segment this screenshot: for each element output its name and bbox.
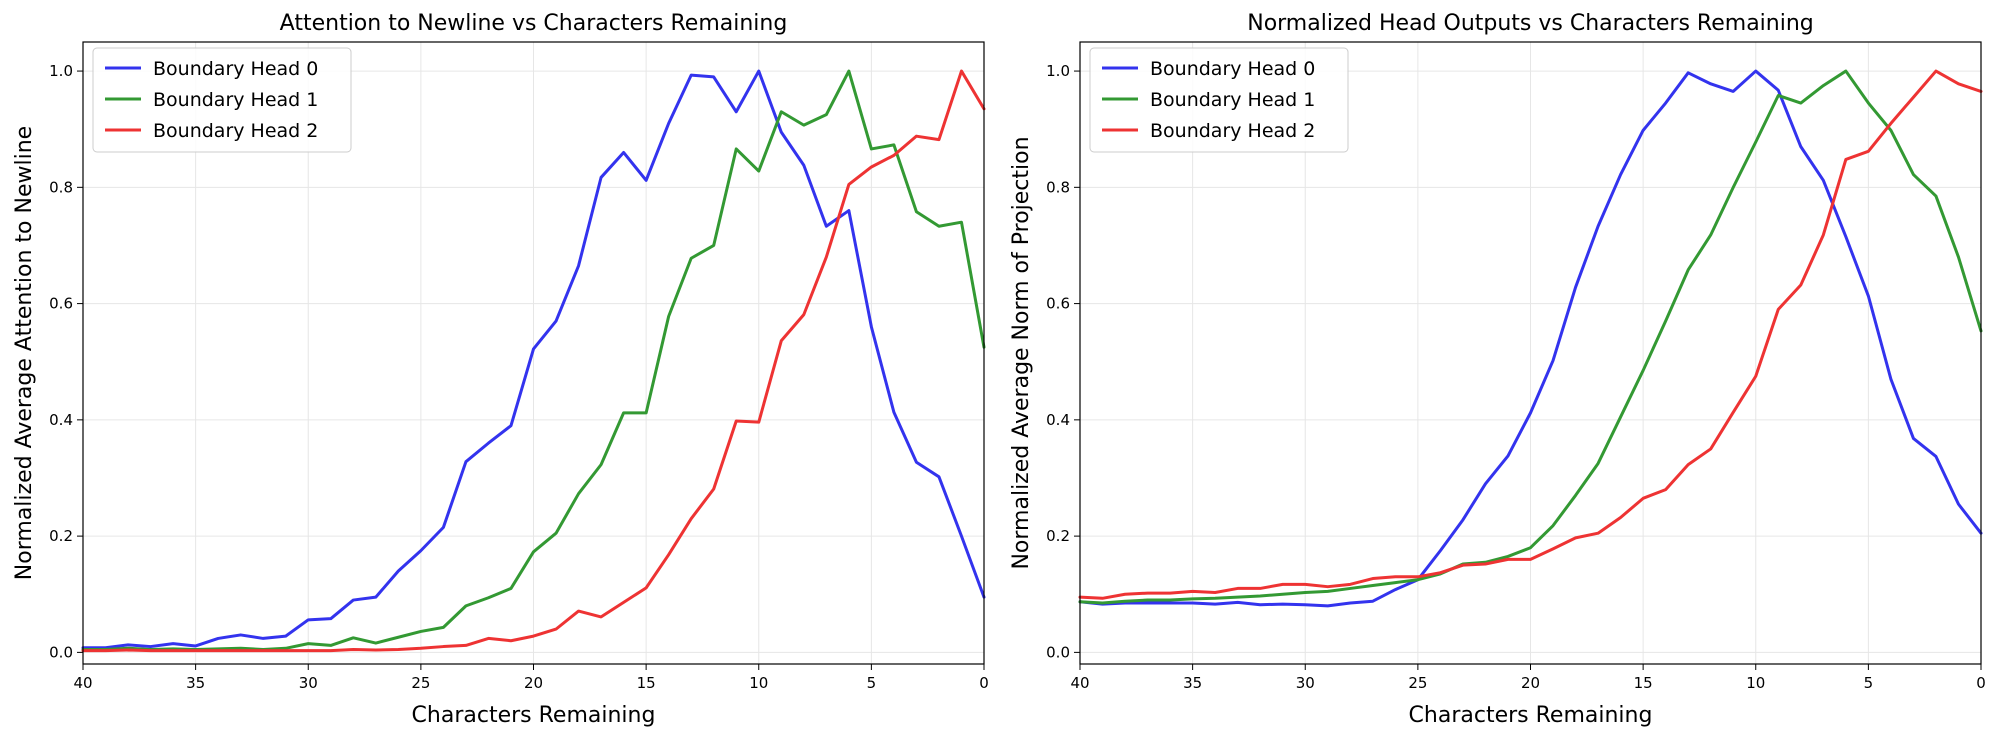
chart-title: Attention to Newline vs Characters Remai… bbox=[280, 11, 788, 36]
x-tick-label: 10 bbox=[1746, 674, 1765, 692]
series-line-0 bbox=[81, 69, 986, 650]
y-tick-label: 0.0 bbox=[49, 643, 73, 661]
series-line-2 bbox=[81, 69, 986, 653]
legend-label: Boundary Head 1 bbox=[1150, 89, 1315, 111]
series-line-0 bbox=[1078, 69, 1983, 608]
series-line-1 bbox=[1078, 69, 1983, 605]
x-tick-label: 15 bbox=[1634, 674, 1653, 692]
x-tick-label: 35 bbox=[1183, 674, 1202, 692]
legend-label: Boundary Head 0 bbox=[1150, 58, 1315, 80]
series-line-1 bbox=[81, 69, 986, 651]
x-tick-label: 20 bbox=[1521, 674, 1540, 692]
x-tick-label: 15 bbox=[637, 674, 656, 692]
y-tick-label: 1.0 bbox=[49, 62, 73, 80]
y-tick-label: 0.2 bbox=[1046, 527, 1070, 545]
x-tick-label: 30 bbox=[1296, 674, 1315, 692]
x-tick-label: 40 bbox=[1070, 674, 1089, 692]
x-tick-label: 0 bbox=[979, 674, 989, 692]
legend-label: Boundary Head 2 bbox=[1150, 120, 1315, 142]
legend-label: Boundary Head 2 bbox=[153, 120, 318, 142]
x-tick-label: 40 bbox=[73, 674, 92, 692]
chart-panel-left: 40 35 30 25 20 15 10 5 0 0.0 0.2 0.4 0.6 0.8 1.0 Attent… bbox=[12, 11, 989, 728]
y-tick-label: 0.6 bbox=[1046, 295, 1070, 313]
x-tick-label: 25 bbox=[1408, 674, 1427, 692]
x-tick-label: 5 bbox=[1864, 674, 1874, 692]
x-tick-label: 0 bbox=[1976, 674, 1986, 692]
y-tick-label: 0.4 bbox=[1046, 411, 1070, 429]
x-tick-label: 35 bbox=[186, 674, 205, 692]
y-tick-label: 1.0 bbox=[1046, 62, 1070, 80]
x-axis-label: Characters Remaining bbox=[412, 703, 656, 728]
y-tick-label: 0.8 bbox=[1046, 178, 1070, 196]
chart-title: Normalized Head Outputs vs Characters Re… bbox=[1247, 11, 1814, 36]
legend: Boundary Head 0 Boundary Head 1 Boundary H… bbox=[92, 47, 352, 153]
y-tick-label: 0.4 bbox=[49, 411, 73, 429]
legend-box bbox=[1089, 47, 1349, 153]
y-tick-label: 0.0 bbox=[1046, 643, 1070, 661]
y-tick-label: 0.8 bbox=[49, 178, 73, 196]
x-tick-label: 25 bbox=[411, 674, 430, 692]
legend: Boundary Head 0 Boundary Head 1 Boundary H… bbox=[1089, 47, 1349, 153]
legend-box bbox=[92, 47, 352, 153]
legend-label: Boundary Head 0 bbox=[153, 58, 318, 80]
y-tick-label: 0.2 bbox=[49, 527, 73, 545]
x-tick-label: 10 bbox=[749, 674, 768, 692]
chart-panel-right: 40 35 30 25 20 15 10 5 0 0.0 0.2 0.4 0.6 0.8 1.0 Normal… bbox=[1009, 11, 1986, 728]
y-axis-label: Normalized Average Attention to Newline bbox=[12, 126, 37, 580]
x-tick-label: 20 bbox=[524, 674, 543, 692]
x-tick-label: 30 bbox=[299, 674, 318, 692]
x-axis-label: Characters Remaining bbox=[1409, 703, 1653, 728]
y-axis-label: Normalized Average Norm of Projection bbox=[1009, 136, 1034, 569]
y-tick-label: 0.6 bbox=[49, 295, 73, 313]
series-line-2 bbox=[1078, 69, 1983, 600]
x-tick-label: 5 bbox=[867, 674, 877, 692]
legend-label: Boundary Head 1 bbox=[153, 89, 318, 111]
